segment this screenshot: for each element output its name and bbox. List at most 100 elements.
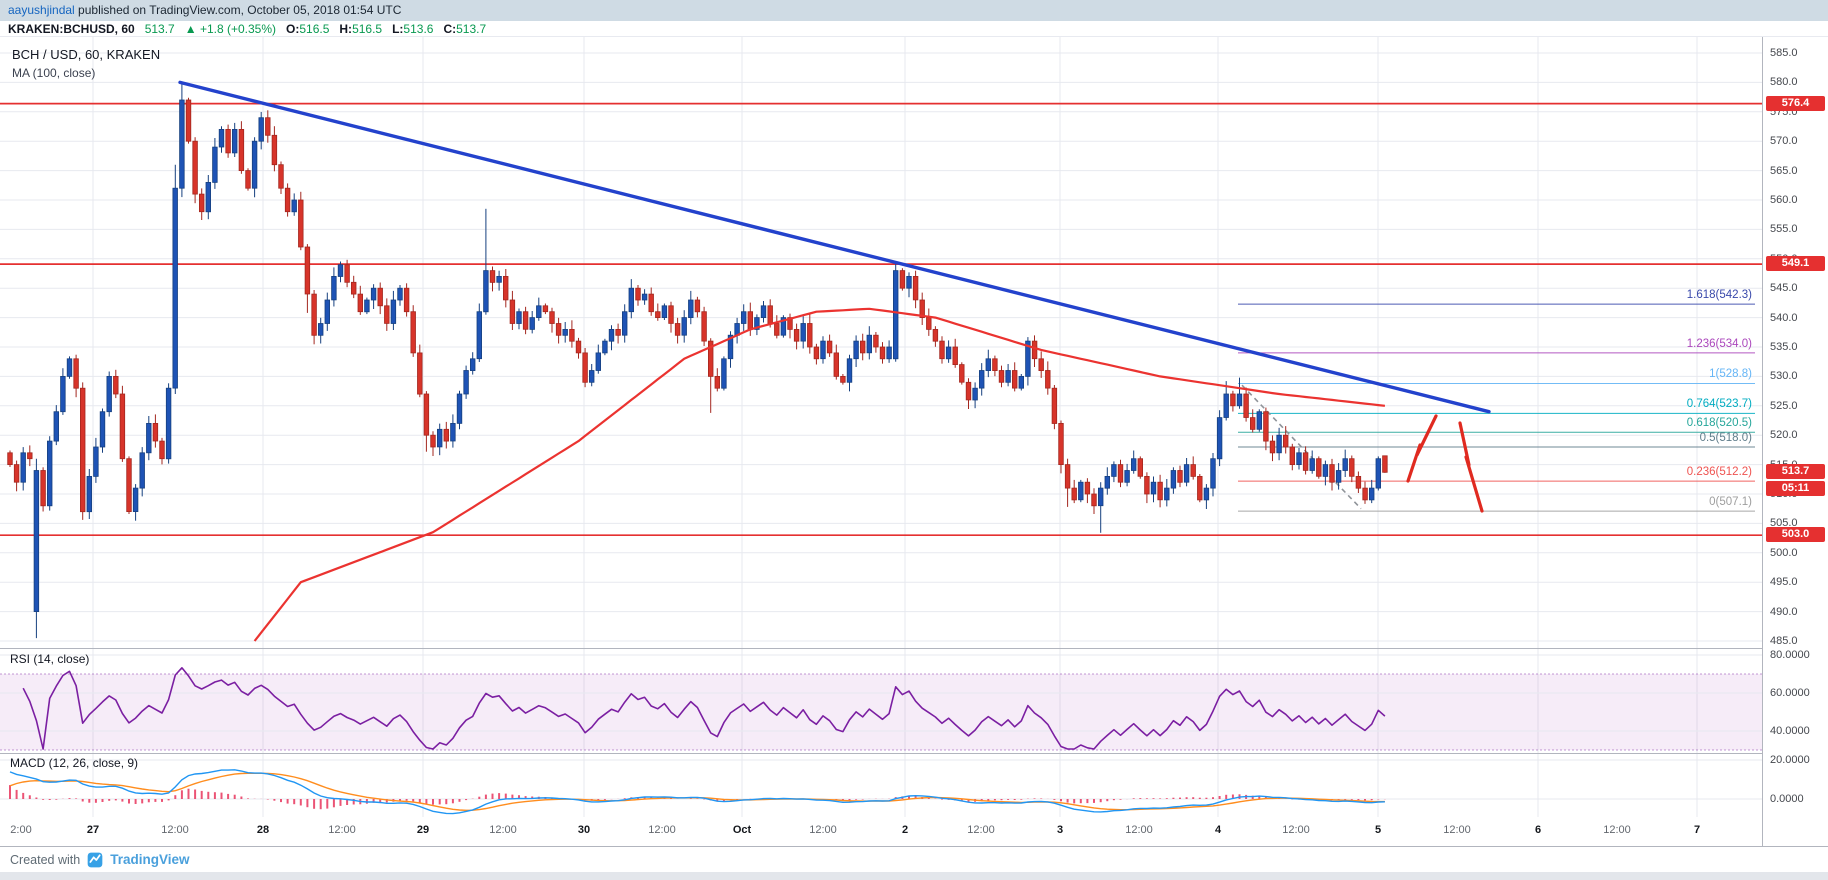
price-level-badge: 503.0 — [1766, 527, 1825, 543]
tradingview-logo-icon[interactable] — [87, 852, 103, 868]
countdown-badge: 05:11 — [1766, 481, 1825, 497]
price-change: ▲ +1.8 (+0.35%) — [185, 21, 276, 36]
projection-dashed-line[interactable] — [1241, 384, 1362, 510]
price-level-badge: 549.1 — [1766, 256, 1825, 272]
pane-separator[interactable] — [0, 753, 1828, 754]
price-tick-label: 520.0 — [1770, 429, 1798, 442]
price-tick-label: 580.0 — [1770, 76, 1798, 89]
tradingview-brand-link[interactable]: TradingView — [110, 852, 190, 867]
time-tick-label: 12:00 — [489, 824, 517, 836]
rsi-tick-label: 60.0000 — [1770, 687, 1810, 699]
time-tick-label: 27 — [86, 824, 100, 836]
time-tick-label: 5 — [1374, 824, 1382, 836]
fib-level-label[interactable]: 0.618(520.5) — [1686, 417, 1752, 430]
fib-level-label[interactable]: 0.5(518.0) — [1699, 431, 1752, 444]
macd-pane[interactable] — [0, 753, 1762, 817]
low-value: 513.6 — [403, 22, 434, 36]
time-tick-label: 12:00 — [1443, 824, 1471, 836]
legend-ma: MA (100, close) — [12, 66, 96, 80]
close-value: 513.7 — [456, 22, 487, 36]
price-tick-label: 530.0 — [1770, 370, 1798, 383]
symbol-info-bar: KRAKEN:BCHUSD, 60 513.7 ▲ +1.8 (+0.35%) … — [0, 21, 1828, 37]
attribution-bar: aayushjindal published on TradingView.co… — [0, 0, 1828, 21]
ohlc-high: H:516.5 — [339, 21, 382, 36]
fib-level-label[interactable]: 0.236(512.2) — [1686, 466, 1752, 479]
author-link[interactable]: aayushjindal — [8, 3, 75, 17]
price-tick-label: 490.0 — [1770, 605, 1798, 618]
time-tick-label: 2:00 — [10, 824, 32, 836]
pane-separator[interactable] — [0, 648, 1828, 649]
symbol-last-price: 513.7 — [144, 22, 175, 36]
price-tick-label: 485.0 — [1770, 635, 1798, 647]
time-tick-label: 7 — [1693, 824, 1701, 836]
descending-trendline[interactable] — [178, 80, 1491, 414]
time-tick-label: 12:00 — [809, 824, 837, 836]
macd-tick-label: 20.0000 — [1770, 754, 1810, 766]
open-key: O: — [286, 22, 300, 36]
chart-legend: BCH / USD, 60, KRAKEN MA (100, close) — [12, 47, 160, 80]
chart-region: BCH / USD, 60, KRAKEN MA (100, close) RS… — [0, 37, 1828, 846]
price-tick-label: 555.0 — [1770, 223, 1798, 236]
time-tick-label: 6 — [1534, 824, 1542, 836]
time-tick-label: 30 — [577, 824, 591, 836]
time-tick-label: 29 — [416, 824, 430, 836]
close-key: C: — [443, 22, 457, 36]
macd-tick-label: 0.0000 — [1770, 793, 1804, 805]
fib-level-label[interactable]: 1.236(534.0) — [1686, 337, 1752, 350]
ma-100-line[interactable] — [253, 307, 1386, 642]
price-tick-label: 545.0 — [1770, 282, 1798, 295]
red-arrow-mark[interactable] — [1458, 421, 1484, 513]
up-arrow-icon: ▲ — [184, 22, 197, 36]
red-arrow-mark[interactable] — [1406, 414, 1438, 483]
time-scale[interactable]: 2:00 27 12:00 28 12:00 29 12:00 30 12:00 Oct 12:00… — [0, 817, 1762, 846]
time-tick-label: Oct — [732, 824, 752, 836]
macd-line — [9, 769, 1385, 815]
price-tick-label: 525.0 — [1770, 399, 1798, 412]
fib-level-label[interactable]: 1.618(542.3) — [1686, 289, 1752, 302]
time-tick-label: 12:00 — [648, 824, 676, 836]
created-with-text: Created with — [10, 852, 81, 867]
rsi-pane[interactable] — [0, 648, 1762, 753]
candlestick-chart[interactable] — [0, 37, 1762, 648]
time-tick-label: 12:00 — [1282, 824, 1310, 836]
price-scale[interactable]: 585.0580.0575.0570.0565.0560.0555.0550.0… — [1762, 37, 1828, 846]
price-tick-label: 505.0 — [1770, 517, 1798, 530]
legend-symbol: BCH / USD, 60, KRAKEN — [12, 47, 161, 62]
rsi-label: RSI (14, close) — [10, 652, 90, 666]
time-tick-label: 3 — [1056, 824, 1064, 836]
last-price-badge: 513.7 — [1766, 464, 1825, 480]
price-tick-label: 500.0 — [1770, 546, 1798, 559]
change-value: +1.8 (+0.35%) — [199, 22, 277, 36]
rsi-tick-label: 80.0000 — [1770, 649, 1810, 661]
price-tick-label: 570.0 — [1770, 135, 1798, 148]
fib-level-label[interactable]: 1(528.8) — [1709, 368, 1752, 381]
ohlc-close: C:513.7 — [443, 21, 486, 36]
macd-label: MACD (12, 26, close, 9) — [10, 756, 139, 770]
price-tick-label: 535.0 — [1770, 341, 1798, 353]
price-tick-label: 585.0 — [1770, 47, 1798, 59]
time-tick-label: 12:00 — [1125, 824, 1153, 836]
bottom-strip — [0, 872, 1828, 880]
fib-level-label[interactable]: 0(507.1) — [1709, 496, 1752, 509]
time-tick-label: 12:00 — [328, 824, 356, 836]
open-value: 516.5 — [299, 22, 330, 36]
high-value: 516.5 — [352, 22, 383, 36]
time-tick-label: 12:00 — [1603, 824, 1631, 836]
fib-level-label[interactable]: 0.764(523.7) — [1686, 398, 1752, 411]
ohlc-low: L:513.6 — [392, 21, 433, 36]
price-level-badge: 576.4 — [1766, 95, 1825, 111]
time-tick-label: 2 — [901, 824, 909, 836]
attribution-text: published on TradingView.com, October 05… — [74, 3, 402, 17]
macd-signal-line — [9, 772, 1385, 812]
rsi-tick-label: 40.0000 — [1770, 725, 1810, 737]
price-tick-label: 560.0 — [1770, 194, 1798, 206]
ohlc-open: O:516.5 — [286, 21, 329, 36]
time-tick-label: 28 — [256, 824, 270, 836]
price-tick-label: 495.0 — [1770, 576, 1798, 589]
symbol-title: KRAKEN:BCHUSD, 60 — [8, 22, 135, 36]
low-key: L: — [392, 22, 404, 36]
price-tick-label: 540.0 — [1770, 311, 1798, 324]
high-key: H: — [339, 22, 353, 36]
footer-bar: Created with TradingView — [0, 846, 1828, 872]
time-tick-label: 12:00 — [161, 824, 189, 836]
